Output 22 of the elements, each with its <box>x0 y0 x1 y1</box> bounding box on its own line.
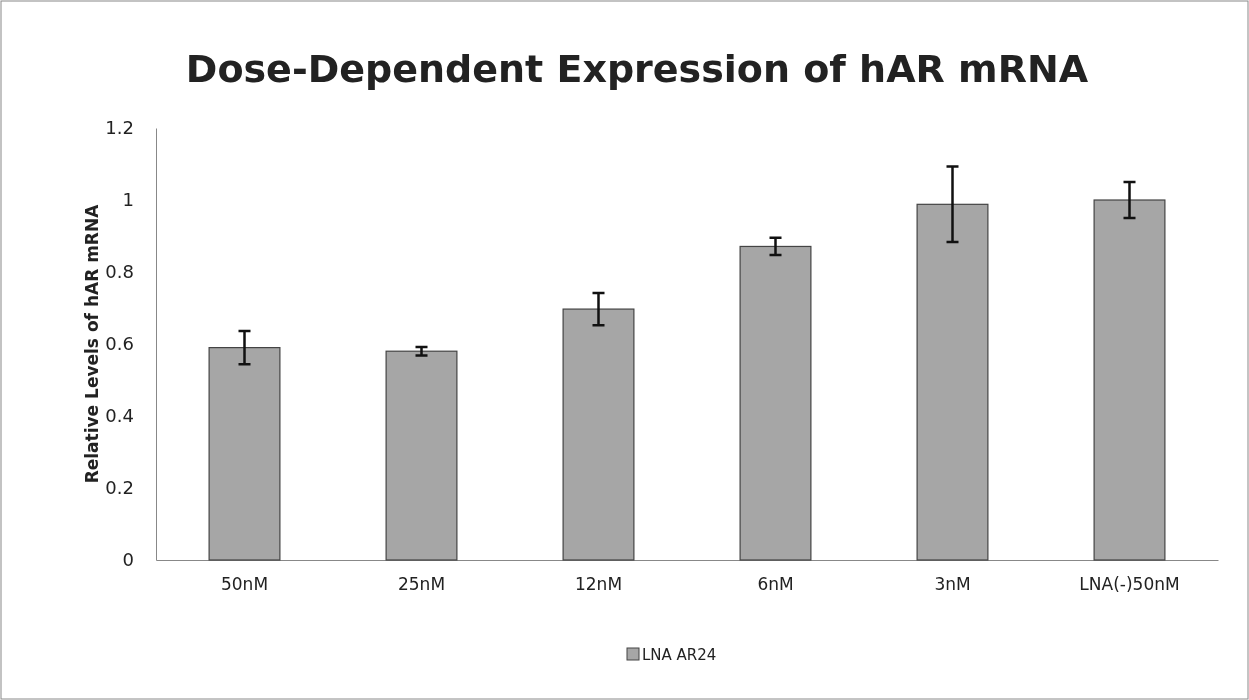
y-tick-label: 0.8 <box>105 261 134 283</box>
y-tick-label: 0.2 <box>105 477 134 499</box>
x-tick-label: 50nM <box>220 574 269 595</box>
legend-label: LNA AR24 <box>642 646 717 664</box>
x-tick-label: 3nM <box>934 574 971 595</box>
x-tick-label: 6nM <box>757 574 794 595</box>
bar <box>562 308 635 561</box>
y-tick-label: 0.4 <box>105 405 134 427</box>
bar <box>208 347 281 561</box>
x-tick-label: 12nM <box>574 574 623 595</box>
y-tick-label: 0 <box>122 549 134 571</box>
bar <box>739 245 812 561</box>
y-tick-label: 1 <box>122 189 134 211</box>
bar <box>1093 199 1166 561</box>
y-axis-title: Relative Levels of hAR mRNA <box>82 203 102 484</box>
x-tick-label: 25nM <box>397 574 446 595</box>
chart-title: Dose-Dependent Expression of hAR mRNA <box>185 47 1089 91</box>
y-tick-label: 1.2 <box>105 117 134 139</box>
bar <box>916 203 989 561</box>
bar <box>385 350 458 561</box>
x-tick-label: LNA(-)50nM <box>1079 574 1180 595</box>
y-tick-label: 0.6 <box>105 333 134 355</box>
